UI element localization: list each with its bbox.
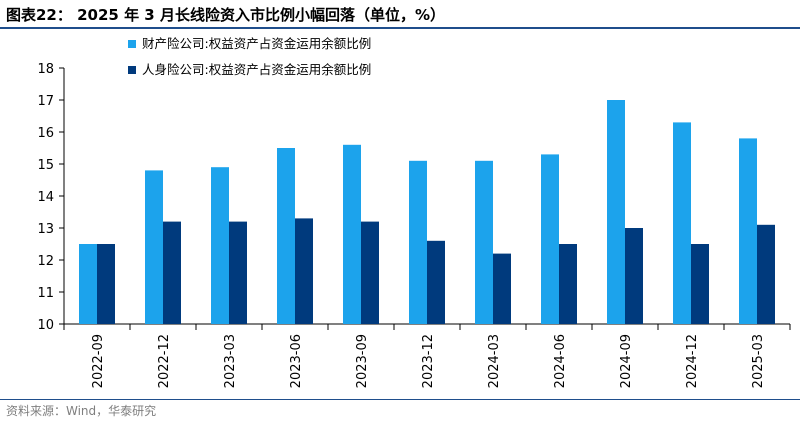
bar-property-insurance [673,122,691,325]
bar-property-insurance [343,144,361,324]
y-tick-label: 14 [37,190,54,205]
bar-life-insurance [493,253,511,324]
x-tick-label: 2024-12 [685,334,700,388]
x-tick-label: 2024-06 [553,334,568,388]
bar-property-insurance [739,138,757,324]
legend-label: 财产险公司:权益资产占资金运用余额比例 [142,36,371,51]
bar-property-insurance [475,160,493,324]
bar-life-insurance [427,240,445,324]
bar-property-insurance [409,160,427,324]
bar-life-insurance [757,224,775,324]
legend-swatch [128,40,136,48]
legend-swatch [128,66,136,74]
figure-title: 图表22： 2025 年 3 月长线险资入市比例小幅回落（单位，%） [6,6,445,24]
bar-life-insurance [229,221,247,324]
x-tick-label: 2023-12 [421,334,436,388]
bar-property-insurance [277,148,295,324]
y-tick-label: 13 [37,222,54,237]
bar-life-insurance [559,244,577,324]
bar-life-insurance [97,244,115,324]
legend-label: 人身险公司:权益资产占资金运用余额比例 [142,62,371,77]
y-tick-label: 12 [37,254,54,269]
bar-life-insurance [163,221,181,324]
y-tick-label: 16 [37,126,54,141]
bar-property-insurance [79,244,97,324]
x-tick-label: 2025-03 [751,334,766,388]
x-tick-label: 2024-09 [619,334,634,388]
bar-life-insurance [625,228,643,324]
bar-property-insurance [607,100,625,324]
title-divider [0,27,800,29]
x-tick-label: 2024-03 [487,334,502,388]
bottom-divider [0,399,800,400]
bar-life-insurance [691,244,709,324]
y-tick-label: 18 [37,62,54,77]
bar-property-insurance [211,167,229,324]
y-tick-label: 15 [37,158,54,173]
x-tick-label: 2023-03 [223,334,238,388]
source-note: 资料来源：Wind，华泰研究 [6,404,157,418]
x-tick-label: 2022-12 [157,334,172,388]
bar-property-insurance [145,170,163,324]
x-tick-label: 2022-09 [91,334,106,388]
x-tick-label: 2023-09 [355,334,370,388]
x-tick-label: 2023-06 [289,334,304,388]
figure-header: 图表22： 2025 年 3 月长线险资入市比例小幅回落（单位，%） [0,0,800,29]
bar-life-insurance [295,218,313,324]
bar-life-insurance [361,221,379,324]
bar-chart: 10 11 12 13 14 15 16 17 18 2022-09 2022-12 2023-03 2… [37,36,791,388]
y-tick-label: 17 [37,94,54,109]
y-tick-label: 11 [37,286,54,301]
y-tick-label: 10 [37,318,54,333]
bar-property-insurance [541,154,559,324]
